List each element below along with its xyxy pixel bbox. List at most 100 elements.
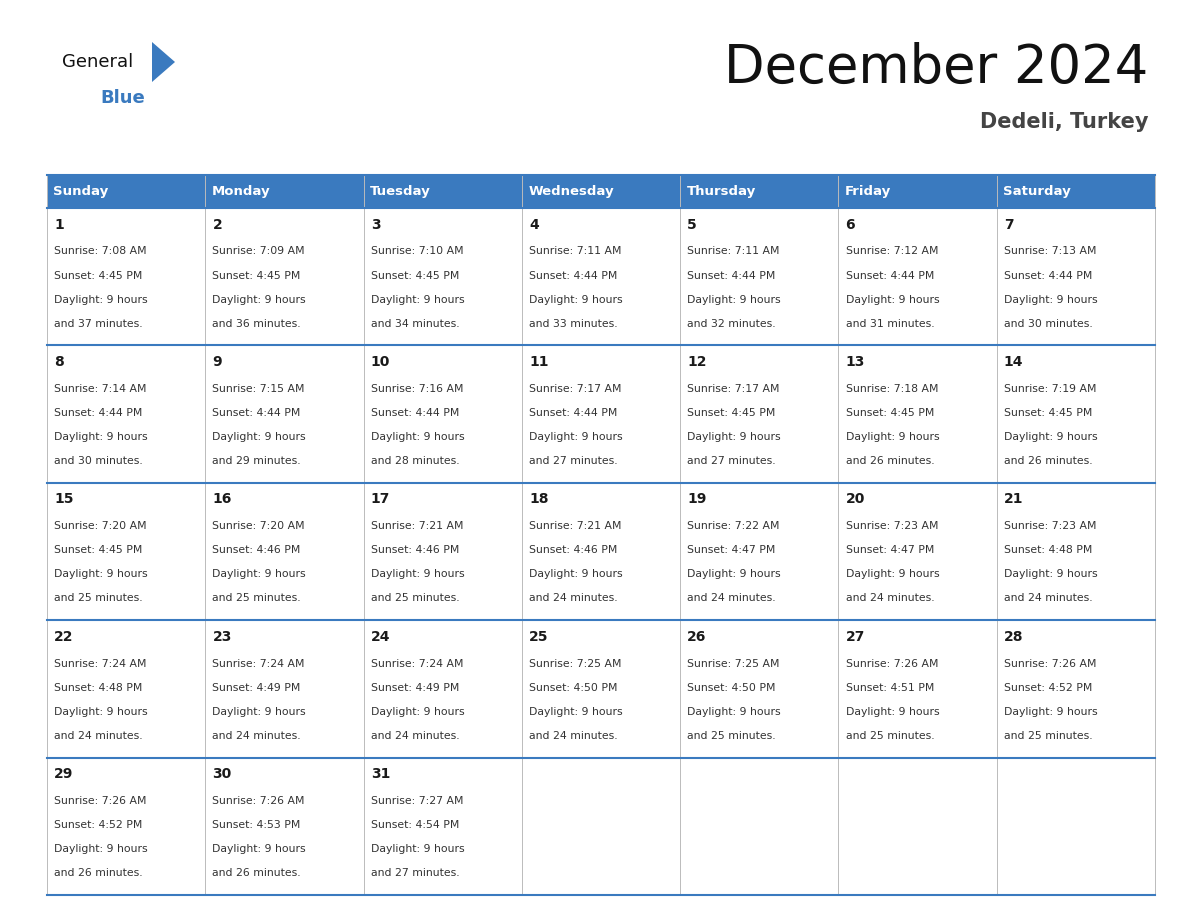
Bar [522,757,681,895]
Text: Daylight: 9 hours: Daylight: 9 hours [1004,432,1098,442]
Text: Monday: Monday [211,185,270,198]
Text: and 24 minutes.: and 24 minutes. [213,731,301,741]
Text: Dedeli, Turkey: Dedeli, Turkey [979,112,1148,132]
Text: and 25 minutes.: and 25 minutes. [371,593,460,603]
Text: 11: 11 [529,355,549,369]
Text: Daylight: 9 hours: Daylight: 9 hours [529,707,623,717]
Text: Sunset: 4:44 PM: Sunset: 4:44 PM [213,408,301,418]
Bar [364,483,522,621]
Text: 9: 9 [213,355,222,369]
Bar [681,757,839,895]
Bar [997,621,1155,757]
Bar [522,621,681,757]
Text: Daylight: 9 hours: Daylight: 9 hours [213,845,307,854]
Text: 21: 21 [1004,492,1023,507]
Text: Daylight: 9 hours: Daylight: 9 hours [846,432,940,442]
Text: Sunset: 4:48 PM: Sunset: 4:48 PM [1004,545,1092,555]
Text: Sunset: 4:46 PM: Sunset: 4:46 PM [529,545,618,555]
Text: Sunrise: 7:20 AM: Sunrise: 7:20 AM [213,521,305,532]
Text: and 24 minutes.: and 24 minutes. [846,593,934,603]
Text: Sunrise: 7:15 AM: Sunrise: 7:15 AM [213,384,305,394]
Bar [997,208,1155,345]
Bar [681,621,839,757]
Bar [48,483,206,621]
Text: Sunrise: 7:24 AM: Sunrise: 7:24 AM [213,659,305,668]
Text: Sunrise: 7:25 AM: Sunrise: 7:25 AM [688,659,779,668]
Text: 23: 23 [213,630,232,644]
Text: and 26 minutes.: and 26 minutes. [55,868,143,879]
Text: and 34 minutes.: and 34 minutes. [371,319,460,329]
Text: Daylight: 9 hours: Daylight: 9 hours [371,845,465,854]
Text: and 26 minutes.: and 26 minutes. [846,456,934,466]
Text: Sunrise: 7:08 AM: Sunrise: 7:08 AM [55,246,147,256]
Text: 1: 1 [55,218,64,231]
Bar [681,483,839,621]
Text: Sunset: 4:44 PM: Sunset: 4:44 PM [846,271,934,281]
Text: Sunset: 4:45 PM: Sunset: 4:45 PM [213,271,301,281]
Text: Friday: Friday [845,185,891,198]
Text: and 24 minutes.: and 24 minutes. [688,593,776,603]
Bar [997,483,1155,621]
Text: and 24 minutes.: and 24 minutes. [55,731,143,741]
Text: and 25 minutes.: and 25 minutes. [55,593,143,603]
Bar [48,757,206,895]
Bar [522,208,681,345]
Text: Sunrise: 7:26 AM: Sunrise: 7:26 AM [1004,659,1097,668]
Text: 22: 22 [55,630,74,644]
Text: Sunset: 4:47 PM: Sunset: 4:47 PM [688,545,776,555]
Text: Sunrise: 7:25 AM: Sunrise: 7:25 AM [529,659,621,668]
Text: Sunset: 4:51 PM: Sunset: 4:51 PM [846,683,934,693]
Text: and 26 minutes.: and 26 minutes. [213,868,301,879]
Bar [206,757,364,895]
Text: Sunrise: 7:23 AM: Sunrise: 7:23 AM [846,521,939,532]
Text: 4: 4 [529,218,538,231]
Text: Thursday: Thursday [687,185,756,198]
Text: Daylight: 9 hours: Daylight: 9 hours [371,295,465,305]
Text: Daylight: 9 hours: Daylight: 9 hours [1004,295,1098,305]
Text: Daylight: 9 hours: Daylight: 9 hours [55,432,147,442]
Text: and 26 minutes.: and 26 minutes. [1004,456,1093,466]
Text: and 32 minutes.: and 32 minutes. [688,319,776,329]
Bar [364,621,522,757]
Text: Daylight: 9 hours: Daylight: 9 hours [371,432,465,442]
Text: Sunrise: 7:21 AM: Sunrise: 7:21 AM [371,521,463,532]
Text: Daylight: 9 hours: Daylight: 9 hours [529,569,623,579]
Text: Sunrise: 7:12 AM: Sunrise: 7:12 AM [846,246,939,256]
Text: and 36 minutes.: and 36 minutes. [213,319,301,329]
Bar [206,621,364,757]
Text: Sunrise: 7:26 AM: Sunrise: 7:26 AM [846,659,939,668]
Text: Sunset: 4:44 PM: Sunset: 4:44 PM [688,271,776,281]
Bar [997,757,1155,895]
Bar [364,345,522,483]
Bar [839,483,997,621]
Text: Sunset: 4:46 PM: Sunset: 4:46 PM [371,545,459,555]
Text: Sunset: 4:53 PM: Sunset: 4:53 PM [213,820,301,830]
Bar [997,345,1155,483]
Text: Daylight: 9 hours: Daylight: 9 hours [1004,707,1098,717]
Text: Sunset: 4:50 PM: Sunset: 4:50 PM [529,683,618,693]
Text: Sunrise: 7:22 AM: Sunrise: 7:22 AM [688,521,779,532]
Text: and 28 minutes.: and 28 minutes. [371,456,460,466]
Text: Sunrise: 7:24 AM: Sunrise: 7:24 AM [55,659,146,668]
Text: Daylight: 9 hours: Daylight: 9 hours [55,295,147,305]
Text: Sunrise: 7:11 AM: Sunrise: 7:11 AM [688,246,779,256]
Text: Sunrise: 7:13 AM: Sunrise: 7:13 AM [1004,246,1097,256]
Text: and 31 minutes.: and 31 minutes. [846,319,934,329]
Text: Sunset: 4:45 PM: Sunset: 4:45 PM [688,408,776,418]
Text: Sunset: 4:44 PM: Sunset: 4:44 PM [529,271,618,281]
Text: Sunset: 4:45 PM: Sunset: 4:45 PM [371,271,459,281]
Text: and 30 minutes.: and 30 minutes. [1004,319,1093,329]
Text: Sunrise: 7:11 AM: Sunrise: 7:11 AM [529,246,621,256]
Text: 12: 12 [688,355,707,369]
Text: Sunrise: 7:23 AM: Sunrise: 7:23 AM [1004,521,1097,532]
Text: Sunrise: 7:26 AM: Sunrise: 7:26 AM [213,796,305,806]
Bar [364,757,522,895]
Text: 8: 8 [55,355,64,369]
Text: Daylight: 9 hours: Daylight: 9 hours [371,569,465,579]
Text: December 2024: December 2024 [723,42,1148,94]
Text: and 27 minutes.: and 27 minutes. [529,456,618,466]
Text: Daylight: 9 hours: Daylight: 9 hours [688,569,781,579]
Text: Sunrise: 7:18 AM: Sunrise: 7:18 AM [846,384,939,394]
Bar [206,208,364,345]
Text: and 30 minutes.: and 30 minutes. [55,456,143,466]
